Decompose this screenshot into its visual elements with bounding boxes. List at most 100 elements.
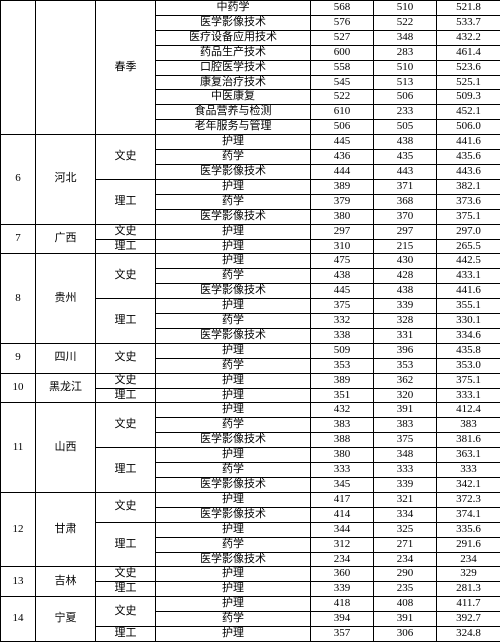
value-cell: 321 — [374, 492, 437, 507]
major-cell: 护理 — [156, 582, 311, 597]
value-cell: 370 — [374, 209, 437, 224]
major-cell: 医学影像技术 — [156, 552, 311, 567]
value-cell: 291.6 — [437, 537, 500, 552]
major-cell: 医学影像技术 — [156, 209, 311, 224]
value-cell: 362 — [374, 373, 437, 388]
value-cell: 545 — [311, 75, 374, 90]
value-cell: 505 — [374, 120, 437, 135]
value-cell: 355.1 — [437, 299, 500, 314]
value-cell: 379 — [311, 194, 374, 209]
category-cell: 理工 — [96, 582, 156, 597]
category-cell: 文史 — [96, 403, 156, 448]
major-cell: 护理 — [156, 373, 311, 388]
value-cell: 510 — [374, 60, 437, 75]
value-cell: 373.6 — [437, 194, 500, 209]
value-cell: 443.6 — [437, 164, 500, 179]
value-cell: 383 — [374, 418, 437, 433]
value-cell: 568 — [311, 1, 374, 16]
value-cell: 344 — [311, 522, 374, 537]
category-cell: 春季 — [96, 1, 156, 135]
value-cell: 381.6 — [437, 433, 500, 448]
index-cell — [1, 1, 36, 135]
value-cell: 432.2 — [437, 30, 500, 45]
value-cell: 348 — [374, 30, 437, 45]
major-cell: 口腔医学技术 — [156, 60, 311, 75]
value-cell: 522 — [374, 15, 437, 30]
major-cell: 护理 — [156, 403, 311, 418]
value-cell: 445 — [311, 135, 374, 150]
value-cell: 333 — [437, 463, 500, 478]
value-cell: 281.3 — [437, 582, 500, 597]
value-cell: 392.7 — [437, 612, 500, 627]
major-cell: 护理 — [156, 179, 311, 194]
major-cell: 医学影像技术 — [156, 328, 311, 343]
province-cell: 黑龙江 — [36, 373, 96, 403]
table-row: 春季中药学568510521.8 — [1, 1, 500, 16]
value-cell: 368 — [374, 194, 437, 209]
value-cell: 333.1 — [437, 388, 500, 403]
major-cell: 护理 — [156, 388, 311, 403]
value-cell: 444 — [311, 164, 374, 179]
value-cell: 391 — [374, 403, 437, 418]
major-cell: 护理 — [156, 343, 311, 358]
major-cell: 护理 — [156, 597, 311, 612]
value-cell: 388 — [311, 433, 374, 448]
value-cell: 335.6 — [437, 522, 500, 537]
major-cell: 药品生产技术 — [156, 45, 311, 60]
value-cell: 428 — [374, 269, 437, 284]
major-cell: 医疗设备应用技术 — [156, 30, 311, 45]
value-cell: 375.1 — [437, 209, 500, 224]
category-cell: 理工 — [96, 179, 156, 224]
index-cell: 10 — [1, 373, 36, 403]
value-cell: 475 — [311, 254, 374, 269]
province-cell: 四川 — [36, 343, 96, 373]
category-cell: 文史 — [96, 135, 156, 180]
category-cell: 理工 — [96, 388, 156, 403]
value-cell: 510 — [374, 1, 437, 16]
province-cell — [36, 1, 96, 135]
major-cell: 护理 — [156, 448, 311, 463]
value-cell: 233 — [374, 105, 437, 120]
value-cell: 438 — [374, 284, 437, 299]
value-cell: 310 — [311, 239, 374, 254]
value-cell: 442.5 — [437, 254, 500, 269]
major-cell: 药学 — [156, 269, 311, 284]
major-cell: 护理 — [156, 224, 311, 239]
value-cell: 345 — [311, 478, 374, 493]
value-cell: 339 — [374, 478, 437, 493]
category-cell: 理工 — [96, 299, 156, 344]
value-cell: 389 — [311, 179, 374, 194]
value-cell: 375 — [311, 299, 374, 314]
province-cell: 吉林 — [36, 567, 96, 597]
value-cell: 306 — [374, 627, 437, 642]
major-cell: 医学影像技术 — [156, 15, 311, 30]
value-cell: 533.7 — [437, 15, 500, 30]
value-cell: 389 — [311, 373, 374, 388]
value-cell: 412.4 — [437, 403, 500, 418]
value-cell: 324.8 — [437, 627, 500, 642]
value-cell: 332 — [311, 314, 374, 329]
value-cell: 329 — [437, 567, 500, 582]
major-cell: 康复治疗技术 — [156, 75, 311, 90]
value-cell: 383 — [311, 418, 374, 433]
province-cell: 贵州 — [36, 254, 96, 343]
index-cell: 8 — [1, 254, 36, 343]
value-cell: 375.1 — [437, 373, 500, 388]
table-row: 7广西文史护理297297297.0 — [1, 224, 500, 239]
value-cell: 342.1 — [437, 478, 500, 493]
value-cell: 353 — [374, 358, 437, 373]
value-cell: 509 — [311, 343, 374, 358]
major-cell: 医学影像技术 — [156, 164, 311, 179]
major-cell: 护理 — [156, 567, 311, 582]
value-cell: 234 — [374, 552, 437, 567]
value-cell: 328 — [374, 314, 437, 329]
value-cell: 576 — [311, 15, 374, 30]
value-cell: 215 — [374, 239, 437, 254]
value-cell: 360 — [311, 567, 374, 582]
index-cell: 12 — [1, 492, 36, 567]
major-cell: 药学 — [156, 194, 311, 209]
major-cell: 药学 — [156, 314, 311, 329]
major-cell: 医学影像技术 — [156, 478, 311, 493]
value-cell: 330.1 — [437, 314, 500, 329]
value-cell: 312 — [311, 537, 374, 552]
